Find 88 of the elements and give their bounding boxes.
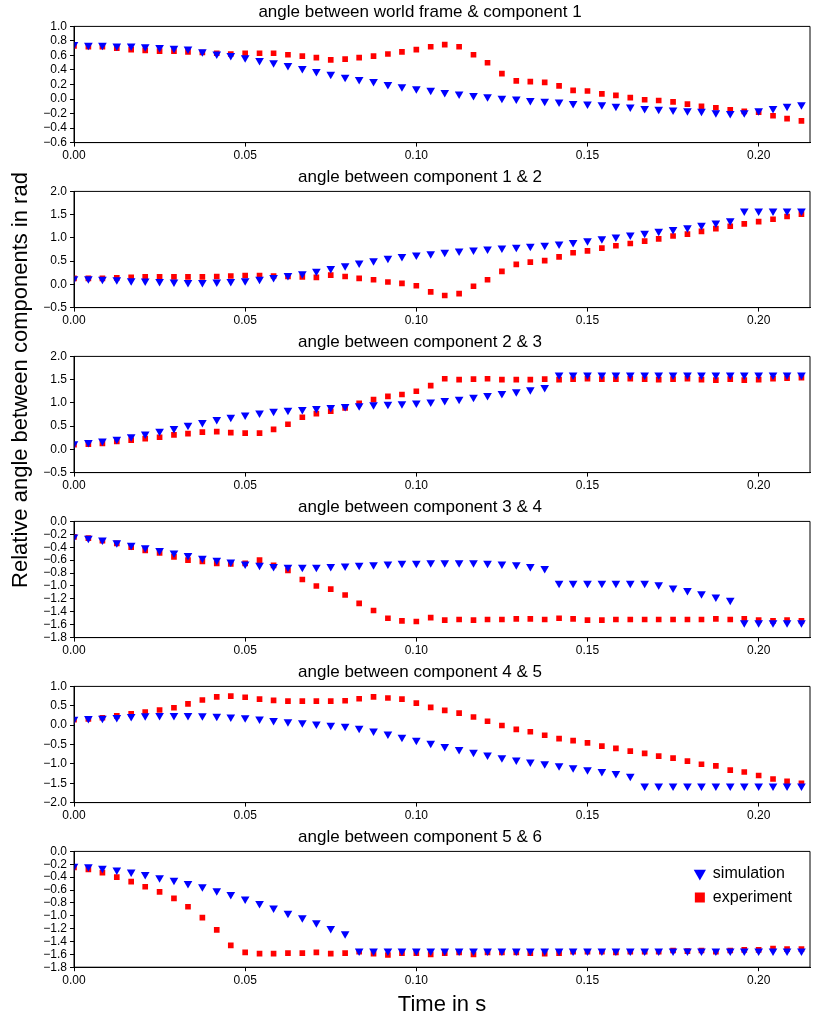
chart-title: angle between world frame & component 1	[258, 1, 582, 21]
x-tick-label: 0.00	[62, 643, 86, 658]
y-tick-label: −1.2	[43, 591, 68, 606]
x-axis-title: Time in s	[397, 990, 487, 1016]
x-tick-label: 0.05	[233, 148, 258, 163]
legend-label: experiment	[712, 887, 793, 905]
x-tick-label: 0.00	[62, 313, 86, 328]
y-tick-label: −0.5	[43, 464, 68, 479]
y-tick-label: −0.6	[43, 882, 68, 897]
y-tick-label: −1.0	[43, 756, 68, 771]
chart-title: angle between component 4 & 5	[298, 661, 542, 681]
x-tick-label: 0.10	[404, 808, 429, 823]
y-tick-label: −1.4	[43, 604, 68, 619]
y-tick-label: −0.8	[43, 895, 68, 910]
x-tick-label: 0.20	[746, 643, 771, 658]
y-tick-label: 0.5	[50, 418, 68, 433]
y-tick-label: −0.8	[43, 565, 68, 580]
x-tick-label: 0.00	[62, 148, 86, 163]
y-tick-label: 0.0	[50, 91, 68, 106]
y-tick-label: −0.2	[43, 526, 68, 541]
y-tick-label: −0.6	[43, 134, 68, 149]
y-tick-label: 0.0	[50, 717, 68, 732]
y-tick-label: −0.4	[43, 120, 68, 135]
y-tick-label: −0.4	[43, 869, 68, 884]
y-tick-label: 1.0	[50, 395, 68, 410]
x-tick-label: 0.20	[746, 972, 771, 987]
x-tick-label: 0.05	[233, 643, 258, 658]
y-tick-label: 1.5	[50, 206, 68, 221]
x-tick-label: 0.10	[404, 478, 429, 493]
y-tick-label: 0.4	[50, 62, 68, 77]
y-tick-label: −0.5	[43, 299, 68, 314]
x-tick-label: 0.15	[575, 313, 600, 328]
x-tick-label: 0.15	[575, 808, 600, 823]
y-tick-label: −1.4	[43, 933, 68, 948]
x-tick-label: 0.00	[62, 808, 86, 823]
y-tick-label: −2.0	[43, 794, 68, 809]
y-tick-label: −1.2	[43, 920, 68, 935]
x-tick-label: 0.20	[746, 148, 771, 163]
legend-label: simulation	[712, 863, 785, 881]
x-tick-label: 0.10	[404, 148, 429, 163]
x-tick-label: 0.10	[404, 972, 429, 987]
x-tick-label: 0.05	[233, 313, 258, 328]
y-tick-label: 0.0	[50, 513, 68, 528]
x-tick-label: 0.10	[404, 313, 429, 328]
y-tick-label: 0.5	[50, 253, 68, 268]
y-tick-label: −0.2	[43, 105, 68, 120]
y-tick-label: −1.8	[43, 959, 68, 974]
y-tick-label: −0.6	[43, 552, 68, 567]
y-tick-label: 1.0	[50, 18, 68, 33]
chart-title: angle between component 2 & 3	[298, 331, 542, 351]
x-tick-label: 0.05	[233, 808, 258, 823]
x-tick-label: 0.05	[233, 478, 258, 493]
y-tick-label: 1.0	[50, 678, 68, 693]
x-tick-label: 0.20	[746, 313, 771, 328]
y-tick-label: 0.0	[50, 276, 68, 291]
y-tick-label: 1.5	[50, 371, 68, 386]
y-tick-label: 0.0	[50, 843, 68, 858]
y-tick-label: 0.5	[50, 698, 68, 713]
y-tick-label: −1.5	[43, 775, 68, 790]
y-axis-title: Relative angle between components in rad	[7, 172, 33, 588]
y-tick-label: −1.6	[43, 617, 68, 631]
y-tick-label: −0.2	[43, 856, 68, 871]
x-tick-label: 0.05	[233, 972, 258, 987]
y-tick-label: 1.0	[50, 230, 68, 245]
y-tick-label: −1.6	[43, 946, 68, 961]
x-tick-label: 0.15	[575, 148, 600, 163]
y-tick-label: 0.8	[50, 33, 68, 48]
x-tick-label: 0.10	[404, 643, 429, 658]
y-tick-label: 0.0	[50, 441, 68, 456]
x-tick-label: 0.15	[575, 478, 600, 493]
y-tick-label: 0.2	[50, 76, 68, 91]
y-tick-label: −1.0	[43, 578, 68, 593]
x-tick-label: 0.00	[62, 478, 86, 493]
x-tick-label: 0.00	[62, 972, 86, 987]
chart-title: angle between component 1 & 2	[298, 166, 542, 186]
y-tick-label: 2.0	[50, 348, 68, 363]
chart-title: angle between component 3 & 4	[298, 496, 542, 516]
x-tick-label: 0.15	[575, 972, 600, 987]
y-tick-label: 2.0	[50, 183, 68, 198]
x-tick-label: 0.15	[575, 643, 600, 658]
x-tick-label: 0.20	[746, 478, 771, 493]
chart-title: angle between component 5 & 6	[298, 826, 542, 846]
y-tick-label: −0.4	[43, 539, 68, 554]
y-tick-label: 0.6	[50, 47, 68, 62]
x-tick-label: 0.20	[746, 808, 771, 823]
y-tick-label: −0.5	[43, 736, 68, 751]
y-tick-label: −1.0	[43, 908, 68, 923]
y-tick-label: −1.8	[43, 629, 68, 644]
